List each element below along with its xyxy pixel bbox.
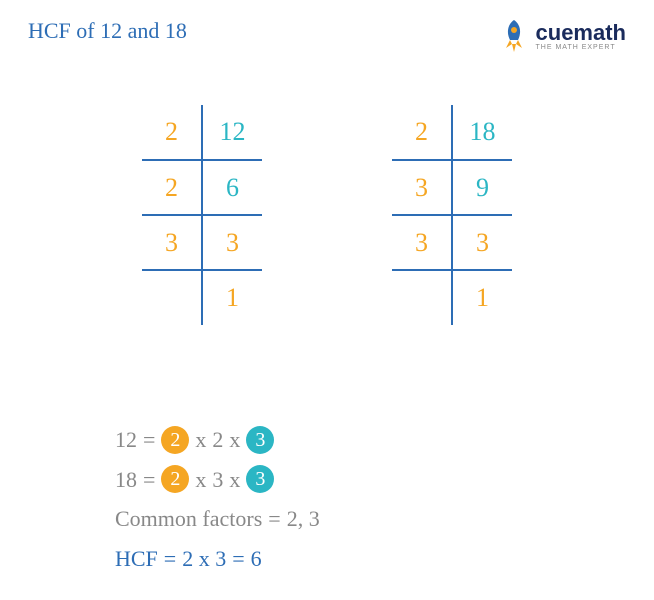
equals: = bbox=[143, 460, 155, 500]
highlighted-factor: 2 bbox=[161, 465, 189, 493]
divisor-cell bbox=[142, 270, 202, 325]
highlighted-factor: 3 bbox=[246, 465, 274, 493]
divisor-cell: 2 bbox=[142, 105, 202, 160]
factor-token: x bbox=[195, 460, 206, 500]
factor-table-left: 21226331 bbox=[142, 105, 262, 325]
divisor-cell: 3 bbox=[142, 215, 202, 270]
hcf-label: HCF bbox=[115, 539, 158, 579]
equals: = bbox=[268, 499, 280, 539]
value-cell: 12 bbox=[202, 105, 262, 160]
hcf-result-line: HCF = 2 x 3 = 6 bbox=[115, 539, 320, 579]
lhs: 12 bbox=[115, 420, 137, 460]
factor-token: x bbox=[229, 420, 240, 460]
value-cell: 18 bbox=[452, 105, 512, 160]
hcf-value: 6 bbox=[251, 539, 262, 579]
divisor-cell: 3 bbox=[392, 160, 452, 215]
values: 2, 3 bbox=[287, 499, 320, 539]
value-cell: 1 bbox=[202, 270, 262, 325]
lhs: 18 bbox=[115, 460, 137, 500]
divisor-cell: 3 bbox=[392, 215, 452, 270]
page-title: HCF of 12 and 18 bbox=[28, 18, 187, 44]
hcf-expr: 2 x 3 bbox=[182, 539, 226, 579]
tokens: 2x2x3 bbox=[161, 420, 274, 460]
equals: = bbox=[232, 539, 244, 579]
divisor-cell bbox=[392, 270, 452, 325]
value-cell: 9 bbox=[452, 160, 512, 215]
factor-token: 2 bbox=[212, 420, 223, 460]
explanation: 12 = 2x2x3 18 = 2x3x3 Common factors = 2… bbox=[115, 420, 320, 578]
header: HCF of 12 and 18 cuemath THE MATH EXPERT bbox=[28, 18, 626, 54]
factor-tables: 21226331 21839331 bbox=[0, 105, 654, 325]
highlighted-factor: 2 bbox=[161, 426, 189, 454]
tokens: 2x3x3 bbox=[161, 460, 274, 500]
label: Common factors bbox=[115, 499, 262, 539]
logo: cuemath THE MATH EXPERT bbox=[496, 18, 626, 54]
factor-table-right: 21839331 bbox=[392, 105, 512, 325]
rocket-icon bbox=[496, 18, 532, 54]
equals: = bbox=[143, 420, 155, 460]
factor-token: x bbox=[195, 420, 206, 460]
value-cell: 1 bbox=[452, 270, 512, 325]
divisor-cell: 2 bbox=[392, 105, 452, 160]
logo-brand: cuemath bbox=[536, 22, 626, 44]
factor-token: 3 bbox=[212, 460, 223, 500]
factorization-18: 18 = 2x3x3 bbox=[115, 460, 320, 500]
highlighted-factor: 3 bbox=[246, 426, 274, 454]
value-cell: 3 bbox=[202, 215, 262, 270]
divisor-cell: 2 bbox=[142, 160, 202, 215]
factorization-12: 12 = 2x2x3 bbox=[115, 420, 320, 460]
value-cell: 3 bbox=[452, 215, 512, 270]
equals: = bbox=[164, 539, 176, 579]
common-factors: Common factors = 2, 3 bbox=[115, 499, 320, 539]
factor-token: x bbox=[229, 460, 240, 500]
value-cell: 6 bbox=[202, 160, 262, 215]
logo-tagline: THE MATH EXPERT bbox=[536, 44, 616, 51]
